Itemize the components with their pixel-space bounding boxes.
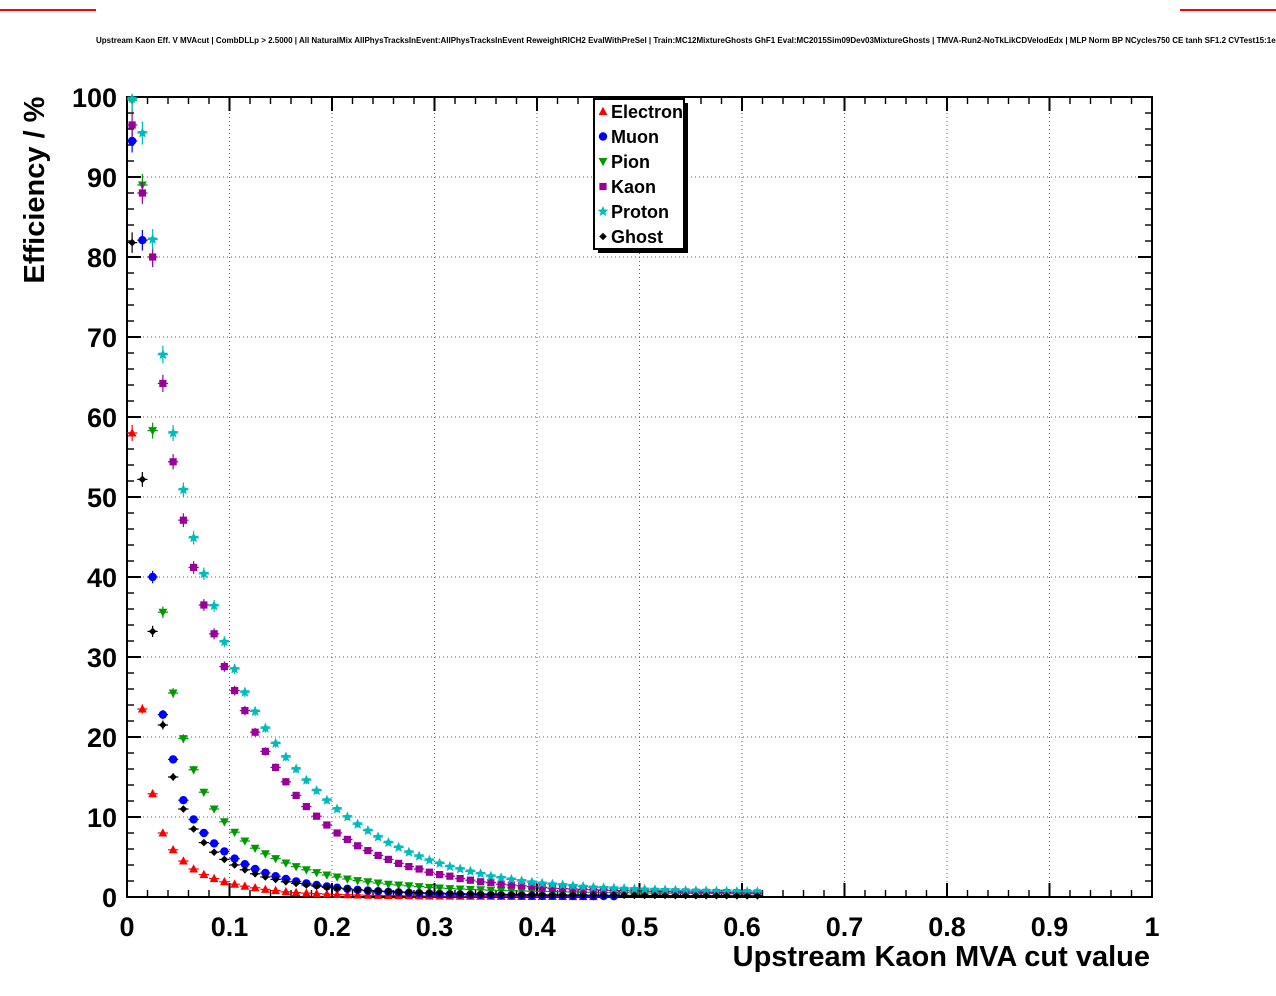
x-tick-label: 0.7 xyxy=(826,912,864,942)
legend-label: Ghost xyxy=(611,227,663,247)
x-tick-label: 0.9 xyxy=(1031,912,1069,942)
x-tick-label: 0.5 xyxy=(621,912,659,942)
y-tick-label: 100 xyxy=(72,83,117,113)
legend-entry-muon: Muon xyxy=(598,127,659,147)
y-tick-label: 30 xyxy=(87,643,117,673)
y-tick-label: 90 xyxy=(87,163,117,193)
legend-label: Muon xyxy=(611,127,659,147)
y-tick-label: 40 xyxy=(87,563,117,593)
legend-entry-proton: Proton xyxy=(597,202,669,222)
series-muon xyxy=(127,129,619,901)
y-tick-label: 70 xyxy=(87,323,117,353)
legend-entry-pion: Pion xyxy=(598,152,650,172)
legend-label: Electron xyxy=(611,102,683,122)
y-tick-label: 0 xyxy=(102,883,117,913)
legend-label: Proton xyxy=(611,202,669,222)
x-tick-label: 0.1 xyxy=(211,912,249,942)
x-tick-label: 0.2 xyxy=(313,912,351,942)
legend-label: Kaon xyxy=(611,177,656,197)
x-tick-label: 0.6 xyxy=(723,912,761,942)
x-tick-label: 0.8 xyxy=(928,912,966,942)
plot-title: Upstream Kaon Eff. V MVAcut | CombDLLp >… xyxy=(96,0,1276,80)
series-ghost xyxy=(127,232,763,900)
plot-title-text: Upstream Kaon Eff. V MVAcut | CombDLLp >… xyxy=(96,35,1276,45)
series-proton xyxy=(126,93,763,897)
legend-label: Pion xyxy=(611,152,650,172)
x-tick-label: 0 xyxy=(119,912,134,942)
x-tick-label: 1 xyxy=(1144,912,1159,942)
y-axis-title: Efficiency / % xyxy=(19,96,51,283)
tick-labels: 0 10 20 30 40 50 60 70 80 90 100 0 0.1 0.2 0.3 0.4 0.5 0.… xyxy=(72,83,1160,942)
legend-entry-kaon: Kaon xyxy=(599,177,656,197)
legend: Electron Muon Pion Kaon Proton Ghost xyxy=(593,98,688,253)
y-tick-label: 60 xyxy=(87,403,117,433)
legend-entry-ghost: Ghost xyxy=(599,227,663,247)
x-tick-label: 0.4 xyxy=(518,912,556,942)
legend-entry-electron: Electron xyxy=(598,102,683,122)
y-tick-label: 80 xyxy=(87,243,117,273)
y-tick-label: 10 xyxy=(87,803,117,833)
y-tick-label: 20 xyxy=(87,723,117,753)
x-tick-label: 0.3 xyxy=(416,912,454,942)
y-tick-label: 50 xyxy=(87,483,117,513)
x-axis-title: Upstream Kaon MVA cut value xyxy=(733,941,1150,973)
